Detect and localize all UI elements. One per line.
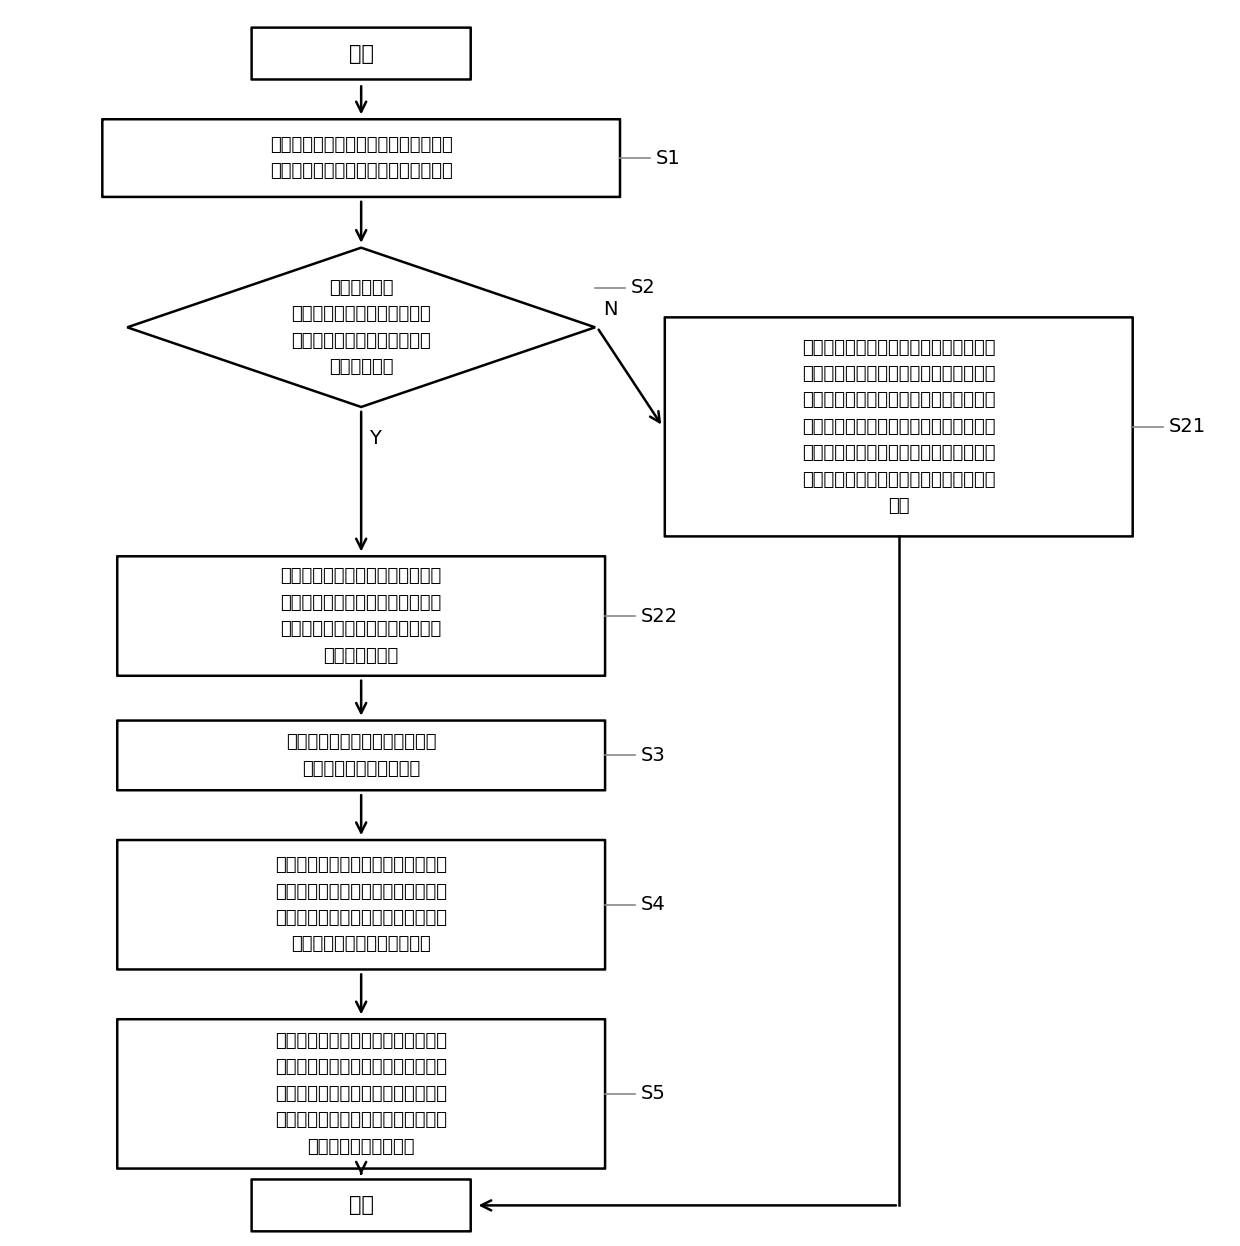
Text: 确定所述使用人的状态信息为疑似
睡眠状态，控制所述机械按摩手的
运作状态保持不变，发送监测指令
至所述智能手环: 确定所述使用人的状态信息为疑似 睡眠状态，控制所述机械按摩手的 运作状态保持不变… [280, 567, 441, 664]
Text: 结束: 结束 [348, 1195, 373, 1215]
Text: N: N [603, 300, 618, 319]
Text: Y: Y [370, 429, 381, 447]
FancyBboxPatch shape [252, 27, 471, 80]
Text: S4: S4 [641, 895, 666, 915]
Polygon shape [128, 248, 595, 407]
Text: 获取所述智能手环实时监测所述
使用人的得到的生理数据: 获取所述智能手环实时监测所述 使用人的得到的生理数据 [286, 733, 436, 778]
Text: 根据所述睡眠状态信息，确定对应的
按摩模式控制指令，发送所述按摩模
式控制指令到所述按摩机械手，以控
制所述按摩机械手执行与所述按摩模
式控制指令对应的操作: 根据所述睡眠状态信息，确定对应的 按摩模式控制指令，发送所述按摩模 式控制指令到… [275, 1032, 448, 1156]
Text: 依照预设的采样频率获取所述智能电脑
实时监测使用人的脑波得到的脑波数据: 依照预设的采样频率获取所述智能电脑 实时监测使用人的脑波得到的脑波数据 [270, 136, 453, 181]
Text: S21: S21 [1168, 417, 1205, 436]
FancyBboxPatch shape [118, 1019, 605, 1169]
Text: 将所述使用人的所述脑波数据和所述
生理数据作为输入数据，通过神经网
络模型构建的用户状态识别模型，获
得所述使用人的睡眠状态信息: 将所述使用人的所述脑波数据和所述 生理数据作为输入数据，通过神经网 络模型构建的… [275, 856, 448, 953]
FancyBboxPatch shape [665, 318, 1132, 536]
FancyBboxPatch shape [118, 556, 605, 675]
Text: S22: S22 [641, 607, 678, 625]
Text: S2: S2 [631, 278, 656, 297]
Text: 开始: 开始 [348, 44, 373, 64]
Text: S1: S1 [656, 148, 681, 167]
FancyBboxPatch shape [118, 720, 605, 790]
Text: 确定所述使用人的状态信息为指挥状态，
将所述使用人的脑波频率作为输入数据，
并根据预设的脑波分析模型，确定出所述
使用人的脑波控制指令，发送所述脑波控
制指令到: 确定所述使用人的状态信息为指挥状态， 将所述使用人的脑波频率作为输入数据， 并根… [802, 339, 996, 515]
Text: 根据所述脑波
数据判断所述使用人的脑波频
率在指定的采样周期内是否小
于第一预设值: 根据所述脑波 数据判断所述使用人的脑波频 率在指定的采样周期内是否小 于第一预设… [291, 279, 432, 376]
FancyBboxPatch shape [252, 1180, 471, 1231]
Text: S5: S5 [641, 1084, 666, 1104]
FancyBboxPatch shape [103, 120, 620, 197]
FancyBboxPatch shape [118, 840, 605, 969]
Text: S3: S3 [641, 746, 666, 765]
